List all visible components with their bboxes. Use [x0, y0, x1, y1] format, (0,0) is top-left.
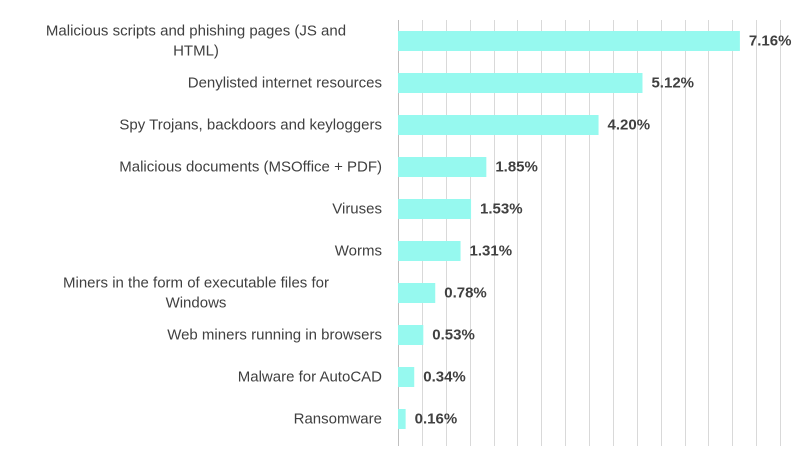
category-label: Spy Trojans, backdoors and keyloggers [119, 117, 382, 134]
bar-value-label: 0.16% [415, 411, 458, 428]
bar [398, 199, 472, 219]
category-label: Malicious documents (MSOffice + PDF) [119, 159, 382, 176]
category-label-line: Malicious scripts and phishing pages (JS… [46, 23, 346, 40]
category-label-line: Viruses [332, 201, 382, 218]
bar-value-label: 0.53% [432, 327, 475, 344]
bar-value-label: 0.34% [423, 369, 466, 386]
category-label: Malicious scripts and phishing pages (JS… [46, 23, 346, 60]
bar [398, 157, 487, 177]
category-label-line: Spy Trojans, backdoors and keyloggers [119, 117, 382, 134]
bar-value-label: 7.16% [749, 33, 792, 50]
category-label: Malware for AutoCAD [238, 369, 382, 386]
bar [398, 409, 406, 429]
category-label-line: Miners in the form of executable files f… [63, 275, 329, 292]
bar-value-label: 4.20% [608, 117, 651, 134]
category-label-line: Malicious documents (MSOffice + PDF) [119, 159, 382, 176]
bar-value-label: 0.78% [444, 285, 487, 302]
category-label-line: Denylisted internet resources [188, 75, 382, 92]
category-label-line: HTML) [173, 43, 219, 60]
bar-value-label: 5.12% [651, 75, 694, 92]
category-label: Viruses [332, 201, 382, 218]
category-label-line: Ransomware [294, 411, 382, 428]
bar [398, 31, 740, 51]
bars [398, 31, 740, 429]
bar [398, 241, 461, 261]
category-label: Web miners running in browsers [167, 327, 382, 344]
category-label-line: Web miners running in browsers [167, 327, 382, 344]
category-labels: Malicious scripts and phishing pages (JS… [46, 23, 382, 428]
bar [398, 73, 643, 93]
category-label: Ransomware [294, 411, 382, 428]
bar [398, 325, 424, 345]
category-label: Miners in the form of executable files f… [63, 275, 329, 312]
bar [398, 367, 415, 387]
category-label-line: Windows [166, 295, 227, 312]
category-label: Worms [335, 243, 382, 260]
value-labels: 7.16% 5.12% 4.20% 1.85% 1.53% 1.31% 0.78% 0.53%… [415, 33, 792, 428]
bar-value-label: 1.31% [470, 243, 513, 260]
category-label: Denylisted internet resources [188, 75, 382, 92]
category-label-line: Malware for AutoCAD [238, 369, 382, 386]
bar [398, 283, 436, 303]
bar-value-label: 1.53% [480, 201, 523, 218]
bar [398, 115, 599, 135]
category-label-line: Worms [335, 243, 382, 260]
bar-value-label: 1.85% [495, 159, 538, 176]
